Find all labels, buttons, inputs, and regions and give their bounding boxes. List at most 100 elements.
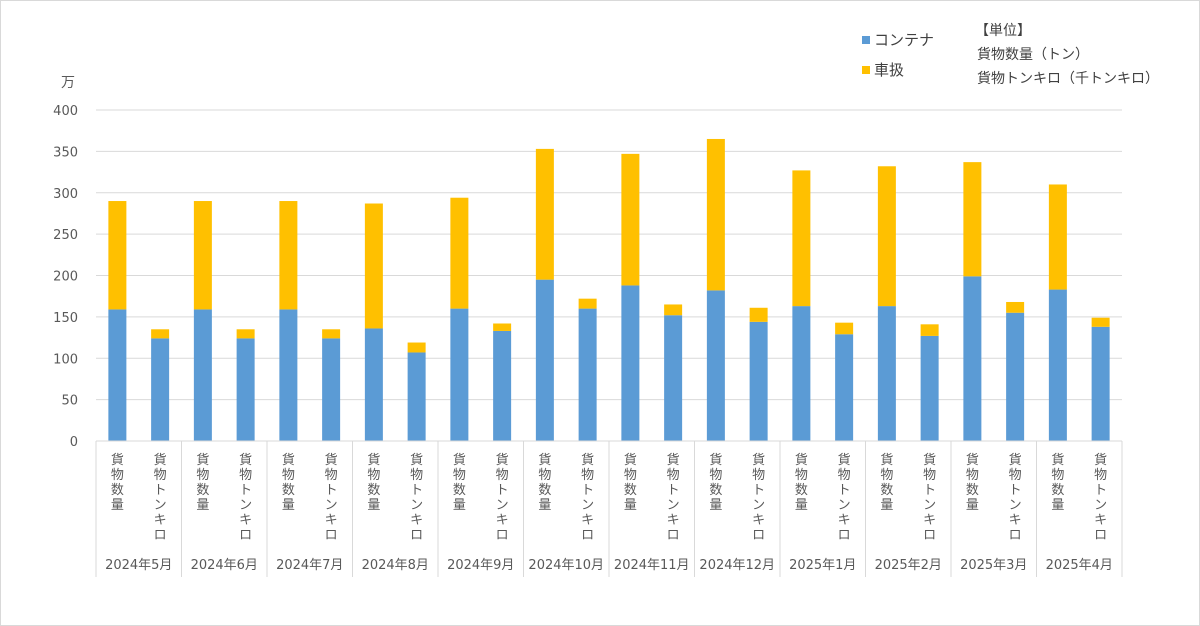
x-category-label-char: キ (1094, 513, 1107, 528)
bar-segment-container (963, 276, 982, 441)
x-category-label-char: 量 (795, 498, 808, 513)
x-category-label-char: キ (410, 513, 423, 528)
y-tick-label: 50 (61, 394, 78, 409)
x-category-label-char: キ (496, 513, 509, 528)
x-group-label: 2025年2月 (875, 558, 942, 573)
x-group-label: 2025年4月 (1046, 558, 1113, 573)
bar-segment-container (792, 306, 811, 441)
x-category-label-char: 数 (538, 483, 551, 498)
bar-segment-container (193, 309, 212, 441)
x-category-label-char: ン (581, 498, 594, 513)
x-category-label-char: 数 (966, 483, 979, 498)
bar-segment-container (535, 279, 554, 441)
x-category-label-char: 物 (538, 468, 551, 483)
x-category-label-char: 物 (624, 468, 637, 483)
bar-segment-container (621, 285, 640, 441)
bar-segment-car (322, 329, 341, 339)
bar-segment-car (364, 203, 383, 329)
legend: コンテナ 車扱 (862, 31, 934, 79)
y-tick-label: 300 (53, 187, 78, 202)
x-category-label-char: 物 (154, 468, 167, 483)
x-category-label-char: ン (838, 498, 851, 513)
y-tick-label: 150 (53, 311, 78, 326)
bar-segment-container (749, 321, 768, 441)
x-category-label-char: 物 (795, 468, 808, 483)
x-category-label-char: ロ (581, 528, 594, 543)
x-group-label: 2024年5月 (105, 558, 172, 573)
x-category-label-char: 貨 (496, 452, 509, 468)
x-category-label-char: 貨 (196, 452, 209, 468)
x-group-label: 2024年12月 (699, 558, 775, 573)
bar-segment-container (664, 315, 683, 441)
x-group-label: 2025年1月 (789, 558, 856, 573)
x-category-label-char: ン (752, 498, 765, 513)
bar-segment-car (792, 170, 811, 307)
x-category-label-char: ン (1094, 498, 1107, 513)
bar-segment-container (493, 330, 512, 441)
x-category-label-char: 貨 (453, 452, 466, 468)
bar-segment-container (364, 328, 383, 441)
x-axis: 貨物数量 貨物トンキロ 貨物数量 貨物トンキロ 貨物数量 貨物トンキロ 貨物数量 貨物トンキロ… (95, 440, 1123, 577)
x-category-label-char: 貨 (325, 452, 338, 468)
x-category-label-char: ト (581, 483, 594, 498)
x-category-label-char: 物 (667, 468, 680, 483)
x-category-label-char: ト (410, 483, 423, 498)
x-category-label-char: ン (667, 498, 680, 513)
x-category-label-char: 量 (538, 498, 551, 513)
x-category-label-char: 物 (282, 468, 295, 483)
unit-note-title: 【単位】 (975, 23, 1031, 39)
x-category-label-char: ン (923, 498, 936, 513)
x-category-label-char: 量 (111, 498, 124, 513)
x-category-label-char: ン (496, 498, 509, 513)
x-category-label-char: ン (154, 498, 167, 513)
bar-segment-container (1006, 312, 1025, 441)
x-category-label-char: 物 (752, 468, 765, 483)
x-category-label-char: 物 (239, 468, 252, 483)
bar-segment-car (578, 298, 597, 309)
x-category-label-char: ロ (496, 528, 509, 543)
x-category-label-char: 物 (1009, 468, 1022, 483)
x-category-label-char: ト (667, 483, 680, 498)
x-group-label: 2024年6月 (191, 558, 258, 573)
x-category-label-char: 量 (1051, 498, 1064, 513)
bar-segment-container (578, 308, 597, 441)
x-category-label-char: 量 (624, 498, 637, 513)
x-category-label-char: キ (325, 513, 338, 528)
x-category-label-char: ト (325, 483, 338, 498)
x-category-label-char: 数 (367, 483, 380, 498)
x-category-label-char: ト (838, 483, 851, 498)
y-tick-label: 200 (53, 270, 78, 285)
bar-segment-car (108, 201, 127, 310)
x-category-label-char: 貨 (538, 452, 551, 468)
x-category-label-char: 物 (923, 468, 936, 483)
bar-segment-car (407, 342, 426, 353)
x-category-label-char: ロ (1009, 528, 1022, 543)
x-category-label-char: 量 (367, 498, 380, 513)
x-category-label-char: 貨 (752, 452, 765, 468)
bar-segment-car (749, 307, 768, 322)
x-category-label-char: 貨 (282, 452, 295, 468)
x-category-label-char: ロ (752, 528, 765, 543)
x-category-label-char: 数 (795, 483, 808, 498)
bar-segment-container (1048, 289, 1067, 441)
unit-note-line-2: 貨物トンキロ（千トンキロ） (977, 70, 1159, 87)
x-category-label-char: キ (923, 513, 936, 528)
bar-segment-car (1048, 184, 1067, 290)
x-category-label-char: ロ (667, 528, 680, 543)
bar-segment-container (407, 352, 426, 441)
x-category-label-char: 数 (880, 483, 893, 498)
x-category-label-char: 貨 (624, 452, 637, 468)
x-category-label-char: 物 (367, 468, 380, 483)
x-category-label-char: 数 (709, 483, 722, 498)
legend-swatch-container (862, 36, 870, 44)
x-group-label: 2024年7月 (276, 558, 343, 573)
x-category-label-char: 貨 (111, 452, 124, 468)
x-category-label-char: ト (1009, 483, 1022, 498)
x-category-label-char: 貨 (880, 452, 893, 468)
bar-segment-container (706, 290, 725, 441)
x-group-label: 2025年3月 (960, 558, 1027, 573)
bar-segment-car (151, 329, 170, 339)
bar-segment-container (322, 338, 341, 441)
x-category-label-char: 物 (111, 468, 124, 483)
x-category-label-char: 物 (966, 468, 979, 483)
